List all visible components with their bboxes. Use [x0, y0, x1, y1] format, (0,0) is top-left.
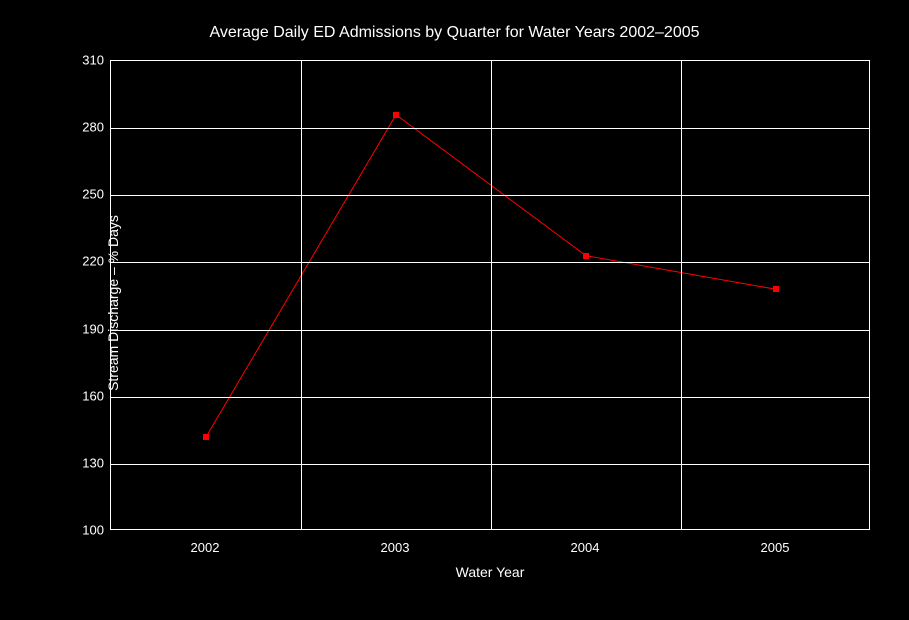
ytick-label: 100 — [70, 523, 104, 538]
chart-title: Average Daily ED Admissions by Quarter f… — [0, 24, 909, 42]
data-marker — [583, 253, 589, 259]
ytick-label: 160 — [70, 388, 104, 403]
grid-line-vertical — [681, 61, 682, 529]
grid-line-vertical — [301, 61, 302, 529]
grid-line-horizontal — [111, 397, 869, 398]
grid-line-vertical — [491, 61, 492, 529]
chart-container: Average Daily ED Admissions by Quarter f… — [0, 0, 909, 620]
xtick-label: 2004 — [571, 540, 600, 555]
xtick-label: 2002 — [191, 540, 220, 555]
x-axis-label: Water Year — [110, 564, 870, 580]
plot-area — [110, 60, 870, 530]
ytick-label: 280 — [70, 120, 104, 135]
ytick-label: 220 — [70, 254, 104, 269]
data-marker — [773, 286, 779, 292]
ytick-label: 310 — [70, 53, 104, 68]
ytick-label: 190 — [70, 321, 104, 336]
grid-line-horizontal — [111, 128, 869, 129]
y-axis-label: Stream Discharge – % Days — [105, 215, 121, 391]
grid-line-horizontal — [111, 330, 869, 331]
xtick-label: 2003 — [381, 540, 410, 555]
grid-line-horizontal — [111, 262, 869, 263]
data-marker — [203, 434, 209, 440]
ytick-label: 250 — [70, 187, 104, 202]
xtick-label: 2005 — [761, 540, 790, 555]
data-marker — [393, 112, 399, 118]
ytick-label: 130 — [70, 455, 104, 470]
grid-line-horizontal — [111, 464, 869, 465]
grid-line-horizontal — [111, 195, 869, 196]
